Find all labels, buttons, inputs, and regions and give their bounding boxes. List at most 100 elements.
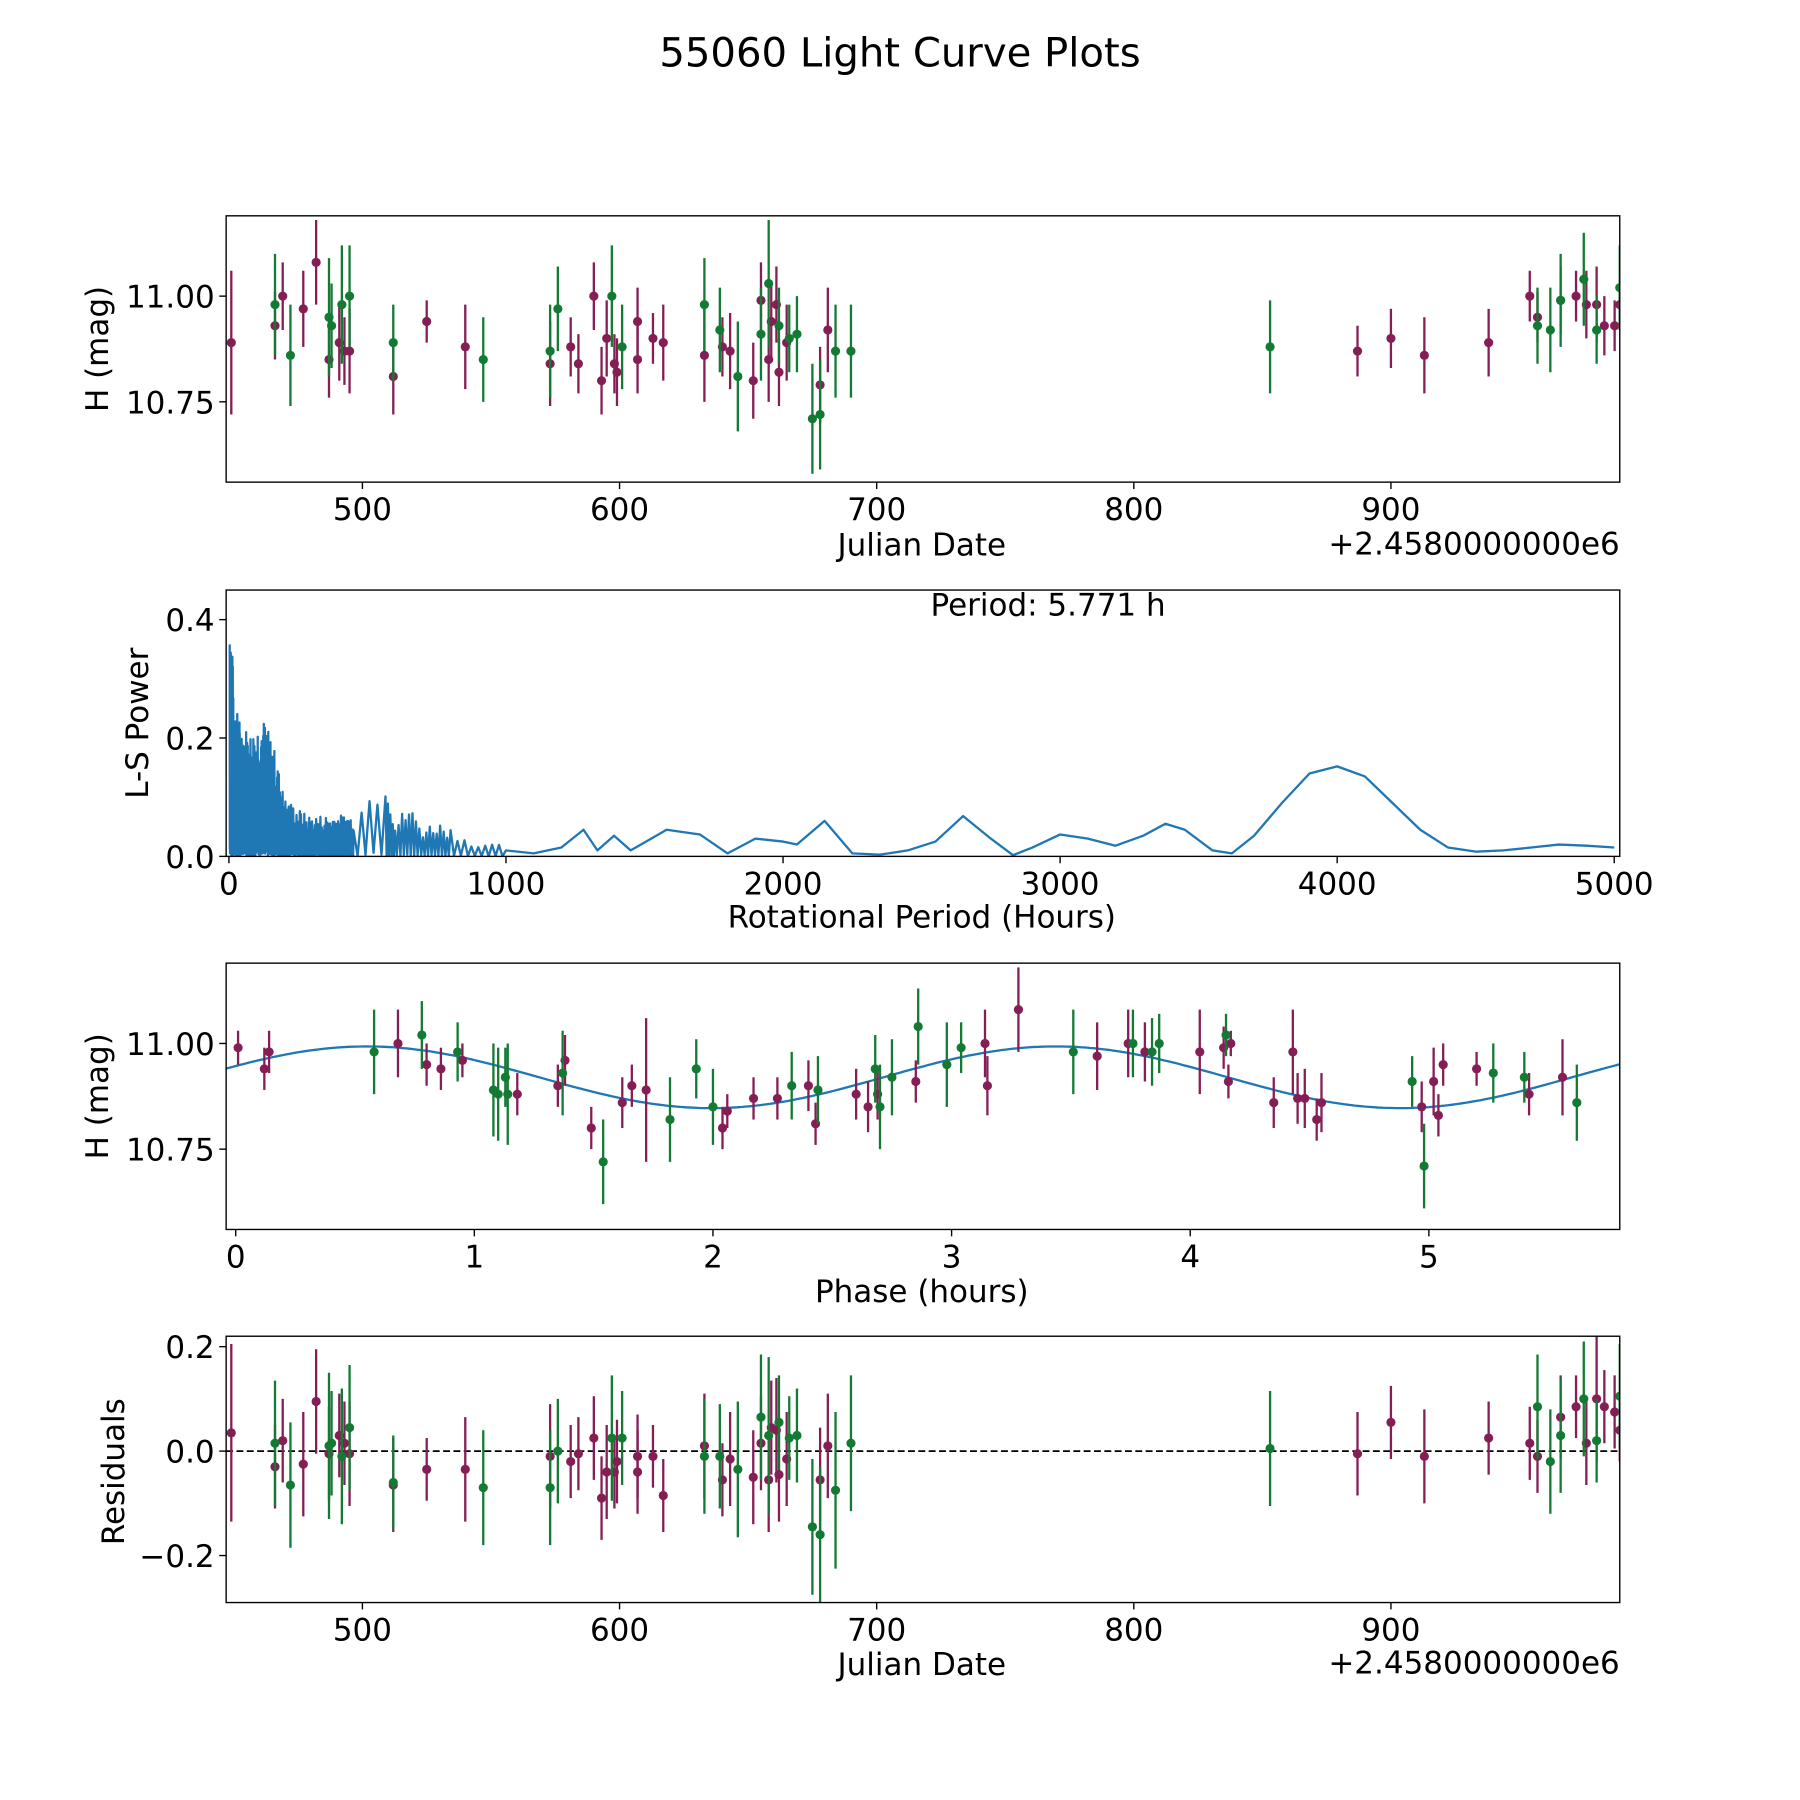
data-point bbox=[658, 338, 668, 348]
data-point bbox=[1068, 1047, 1078, 1057]
data-point bbox=[1484, 1433, 1494, 1443]
data-point bbox=[1615, 283, 1620, 293]
phased-xlabel: Phase (hours) bbox=[815, 1274, 1029, 1310]
data-point bbox=[369, 1047, 379, 1057]
data-point bbox=[1571, 291, 1581, 301]
data-point bbox=[1265, 1443, 1275, 1454]
data-point bbox=[774, 1470, 784, 1480]
residuals-frame bbox=[225, 1335, 1621, 1604]
lightcurve-panel: 500 600 700 800 900 10.75 11.00 Julian Date +2… bbox=[80, 215, 1621, 564]
data-point bbox=[648, 333, 658, 344]
data-point bbox=[641, 1085, 651, 1095]
data-point bbox=[699, 300, 709, 310]
data-point bbox=[733, 1464, 743, 1474]
data-point bbox=[607, 1433, 617, 1443]
data-point bbox=[1316, 1098, 1327, 1108]
data-point bbox=[553, 304, 563, 314]
data-point bbox=[748, 1093, 759, 1104]
lightcurve-x-offset: +2.4580000000e6 bbox=[1328, 526, 1619, 562]
data-point bbox=[612, 367, 622, 377]
data-point bbox=[756, 329, 766, 339]
data-point bbox=[566, 1456, 576, 1467]
data-point bbox=[784, 1433, 794, 1443]
data-point bbox=[553, 1446, 563, 1456]
data-point bbox=[598, 1157, 608, 1167]
x-tick-label: 5000 bbox=[1575, 866, 1654, 902]
data-point bbox=[264, 1047, 274, 1057]
data-point bbox=[774, 367, 784, 377]
residuals-ticks: 500 600 700 800 900 −0.2 0.0 0.2 bbox=[139, 1330, 1420, 1648]
data-point bbox=[1556, 1430, 1566, 1441]
data-point bbox=[344, 346, 355, 356]
data-point bbox=[1488, 1068, 1498, 1078]
data-point bbox=[393, 1038, 403, 1049]
data-point bbox=[460, 342, 470, 352]
data-point bbox=[1579, 274, 1589, 284]
lightcurve-plot-area bbox=[226, 220, 1620, 474]
data-point bbox=[512, 1089, 522, 1099]
data-point bbox=[748, 1472, 758, 1482]
data-point bbox=[1386, 333, 1396, 344]
phased-panel: 0 1 2 3 4 5 10.75 11.00 Phase (hours) H (mag) bbox=[80, 962, 1621, 1310]
data-point bbox=[725, 346, 735, 356]
residuals-panel: 500 600 700 800 900 −0.2 0.0 0.2 Julian Date +2… bbox=[96, 1330, 1621, 1683]
data-point bbox=[956, 1043, 966, 1053]
data-point bbox=[1013, 1005, 1024, 1015]
data-point bbox=[1610, 321, 1620, 331]
data-point bbox=[226, 1428, 236, 1438]
data-point bbox=[388, 1477, 398, 1488]
data-point bbox=[774, 321, 784, 331]
x-tick-label: 0 bbox=[226, 1239, 246, 1275]
x-tick-label: 500 bbox=[333, 1612, 392, 1648]
data-point bbox=[596, 376, 607, 386]
data-point bbox=[1417, 1102, 1427, 1112]
data-point bbox=[553, 1081, 563, 1091]
data-point bbox=[337, 300, 347, 310]
x-tick-label: 2 bbox=[703, 1239, 723, 1275]
x-tick-label: 900 bbox=[1361, 492, 1420, 528]
x-tick-label: 4 bbox=[1180, 1239, 1200, 1275]
periodogram-frame bbox=[225, 589, 1621, 858]
data-point bbox=[596, 1493, 607, 1503]
data-point bbox=[632, 316, 643, 327]
data-point bbox=[717, 1123, 728, 1133]
data-point bbox=[1269, 1098, 1279, 1108]
data-point bbox=[500, 1072, 510, 1082]
data-point bbox=[1140, 1047, 1150, 1057]
data-point bbox=[617, 342, 627, 352]
data-point bbox=[1147, 1047, 1157, 1057]
data-point bbox=[715, 1451, 725, 1461]
data-point bbox=[344, 291, 355, 301]
phased-marks bbox=[226, 967, 1620, 1209]
y-tick-label: 11.00 bbox=[126, 1027, 215, 1063]
data-point bbox=[1092, 1051, 1102, 1061]
data-point bbox=[617, 1433, 627, 1443]
phased-ylabel: H (mag) bbox=[80, 1033, 116, 1159]
y-tick-label: 0.0 bbox=[165, 840, 214, 876]
y-tick-label: 10.75 bbox=[126, 385, 215, 421]
data-point bbox=[807, 414, 817, 424]
data-point bbox=[748, 376, 758, 386]
data-point bbox=[233, 1043, 243, 1053]
lightcurve-frame bbox=[225, 215, 1621, 483]
data-point bbox=[422, 1464, 432, 1474]
data-point bbox=[1532, 1402, 1543, 1412]
data-point bbox=[1525, 291, 1535, 301]
data-point bbox=[1221, 1030, 1231, 1040]
data-point bbox=[278, 291, 288, 301]
data-point bbox=[830, 346, 841, 356]
x-tick-label: 4000 bbox=[1298, 866, 1377, 902]
lightcurve-ylabel: H (mag) bbox=[80, 286, 116, 412]
data-point bbox=[1615, 1391, 1620, 1401]
data-point bbox=[298, 304, 308, 314]
residuals-ylabel: Residuals bbox=[96, 1398, 132, 1545]
x-tick-label: 800 bbox=[1104, 1612, 1163, 1648]
y-tick-label: 10.75 bbox=[126, 1133, 215, 1169]
data-point bbox=[733, 371, 743, 382]
data-point bbox=[982, 1081, 992, 1091]
data-point bbox=[823, 1441, 833, 1451]
x-tick-label: 900 bbox=[1361, 1612, 1420, 1648]
y-tick-label: 11.00 bbox=[126, 280, 215, 316]
data-point bbox=[270, 300, 280, 310]
